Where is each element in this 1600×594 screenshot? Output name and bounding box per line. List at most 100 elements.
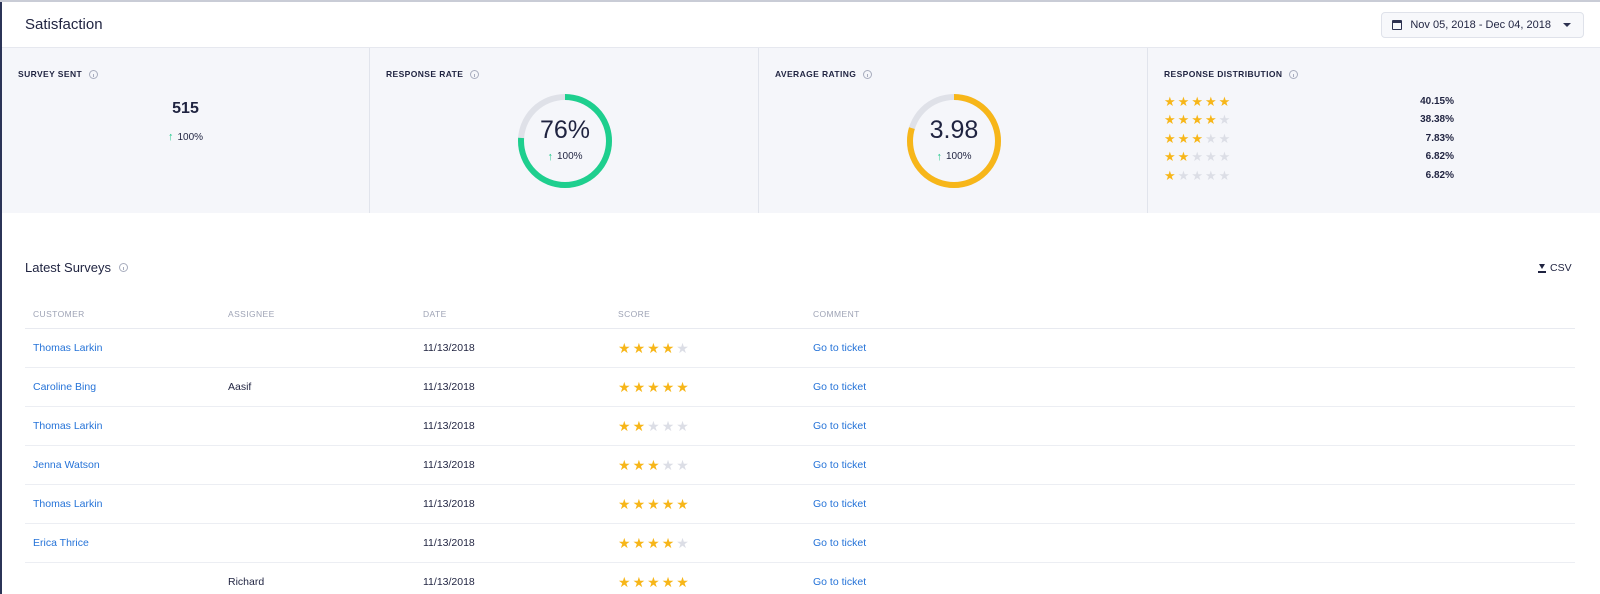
stat-label-average-rating: AVERAGE RATING [775, 69, 873, 79]
star-filled-icon: ★ [618, 379, 631, 395]
distribution-rows: ★ ★ ★ ★ ★ 40.15% ★ ★ ★ ★ ★ 38.38% ★ ★ ★ ★ ★ 7.83% ★ ★ ★ ★ ★ 6.8… [1164, 92, 1454, 185]
star-rating: ★ ★ ★ ★ ★ [1164, 132, 1230, 145]
star-rating: ★ ★ ★ ★ ★ [1164, 113, 1230, 126]
date-range-picker[interactable]: Nov 05, 2018 - Dec 04, 2018 [1381, 11, 1584, 38]
caret-down-icon [1563, 22, 1571, 27]
table-row: Thomas Larkin 11/13/2018 ★ ★ ★ ★ ★ Go to ticket [25, 485, 1575, 524]
customer-link[interactable]: Thomas Larkin [33, 498, 103, 510]
go-to-ticket-link[interactable]: Go to ticket [813, 381, 867, 393]
customer-link[interactable]: Caroline Bing [33, 381, 97, 393]
date-cell: 11/13/2018 [423, 342, 475, 354]
average-rating-ring-graphic [907, 94, 1001, 188]
go-to-ticket-link[interactable]: Go to ticket [813, 498, 867, 510]
date-cell: 11/13/2018 [423, 537, 475, 549]
table-header: CUSTOMER ASSIGNEE DATE SCORE COMMENT [25, 300, 1575, 329]
distribution-percent: 7.83% [1425, 132, 1454, 144]
distribution-row: ★ ★ ★ ★ ★ 6.82% [1164, 148, 1454, 167]
star-empty-icon: ★ [1191, 167, 1203, 183]
customer-link[interactable]: Thomas Larkin [33, 420, 103, 432]
info-icon[interactable] [470, 69, 480, 79]
star-filled-icon: ★ [618, 496, 631, 512]
go-to-ticket-link[interactable]: Go to ticket [813, 537, 867, 549]
stat-survey-sent: SURVEY SENT 515 ↑ 100% [2, 48, 370, 213]
star-filled-icon: ★ [661, 340, 675, 356]
star-filled-icon: ★ [632, 457, 646, 473]
stat-label-text: RESPONSE RATE [386, 69, 464, 79]
table-row: Richard 11/13/2018 ★ ★ ★ ★ ★ Go to ticket [25, 563, 1575, 594]
comment-cell: Go to ticket [805, 342, 1575, 354]
star-empty-icon: ★ [661, 457, 675, 473]
go-to-ticket-link[interactable]: Go to ticket [813, 420, 867, 432]
column-header-comment: COMMENT [813, 309, 860, 319]
page-header: Satisfaction Nov 05, 2018 - Dec 04, 2018 [2, 2, 1600, 48]
comment-cell: Go to ticket [805, 459, 1575, 471]
date-cell: 11/13/2018 [423, 381, 475, 393]
distribution-row: ★ ★ ★ ★ ★ 40.15% [1164, 92, 1454, 111]
star-filled-icon: ★ [1164, 112, 1176, 128]
star-filled-icon: ★ [647, 535, 660, 551]
trend-value: 100% [177, 131, 204, 143]
star-filled-icon: ★ [1177, 130, 1190, 146]
star-filled-icon: ★ [1191, 93, 1203, 109]
date-cell: 11/13/2018 [423, 576, 475, 588]
assignee-cell: Richard [228, 576, 265, 588]
star-filled-icon: ★ [647, 457, 660, 473]
go-to-ticket-link[interactable]: Go to ticket [813, 576, 867, 588]
date-range-label: Nov 05, 2018 - Dec 04, 2018 [1410, 18, 1551, 31]
calendar-icon [1392, 19, 1403, 30]
table-row: Erica Thrice 11/13/2018 ★ ★ ★ ★ ★ Go to ticket [25, 524, 1575, 563]
csv-label: CSV [1550, 262, 1572, 274]
distribution-percent: 40.15% [1420, 95, 1454, 107]
star-empty-icon: ★ [676, 418, 689, 434]
survey-sent-trend: ↑ 100% [2, 131, 369, 143]
star-rating: ★ ★ ★ ★ ★ [618, 458, 805, 472]
star-empty-icon: ★ [661, 418, 675, 434]
info-icon[interactable] [1289, 69, 1299, 79]
star-rating: ★ ★ ★ ★ ★ [1164, 95, 1230, 108]
left-edge-rule [0, 0, 2, 594]
response-rate-ring: 76% ↑ 100% [515, 91, 615, 191]
star-empty-icon: ★ [676, 457, 689, 473]
star-filled-icon: ★ [1177, 112, 1190, 128]
star-filled-icon: ★ [1191, 112, 1203, 128]
stat-average-rating: AVERAGE RATING 3.98 ↑ 100% [759, 48, 1148, 213]
star-filled-icon: ★ [618, 418, 631, 434]
star-filled-icon: ★ [661, 574, 675, 590]
star-filled-icon: ★ [1177, 149, 1190, 165]
star-filled-icon: ★ [647, 340, 660, 356]
assignee-cell: Aasif [228, 381, 252, 393]
star-empty-icon: ★ [676, 535, 689, 551]
distribution-percent: 6.82% [1425, 151, 1454, 163]
average-rating-center: 3.98 ↑ 100% [904, 91, 1004, 191]
star-empty-icon: ★ [1191, 149, 1203, 165]
date-cell: 11/13/2018 [423, 459, 475, 471]
info-icon[interactable] [119, 263, 128, 272]
trend-value: 100% [945, 151, 972, 162]
comment-cell: Go to ticket [805, 537, 1575, 549]
star-filled-icon: ★ [1204, 112, 1217, 128]
go-to-ticket-link[interactable]: Go to ticket [813, 459, 867, 471]
customer-link[interactable]: Erica Thrice [33, 537, 89, 549]
score-cell: ★ ★ ★ ★ ★ [610, 380, 805, 394]
star-filled-icon: ★ [1191, 130, 1203, 146]
star-filled-icon: ★ [676, 496, 689, 512]
star-empty-icon: ★ [1204, 167, 1217, 183]
customer-link[interactable]: Thomas Larkin [33, 342, 103, 354]
csv-download-button[interactable]: CSV [1538, 262, 1572, 274]
score-cell: ★ ★ ★ ★ ★ [610, 419, 805, 433]
distribution-row: ★ ★ ★ ★ ★ 38.38% [1164, 111, 1454, 130]
star-filled-icon: ★ [1177, 93, 1190, 109]
star-filled-icon: ★ [676, 379, 689, 395]
date-cell: 11/13/2018 [423, 420, 475, 432]
comment-cell: Go to ticket [805, 420, 1575, 432]
info-icon[interactable] [863, 69, 873, 79]
average-rating-arc [907, 94, 1001, 188]
column-header-date: DATE [423, 309, 447, 319]
go-to-ticket-link[interactable]: Go to ticket [813, 342, 867, 354]
table-body: Thomas Larkin 11/13/2018 ★ ★ ★ ★ ★ Go to ticket… [25, 329, 1575, 594]
customer-link[interactable]: Jenna Watson [33, 459, 100, 471]
star-empty-icon: ★ [1218, 149, 1231, 165]
info-icon[interactable] [89, 69, 99, 79]
response-rate-arc [518, 94, 612, 188]
table-row: Caroline Bing Aasif 11/13/2018 ★ ★ ★ ★ ★ Go to t… [25, 368, 1575, 407]
